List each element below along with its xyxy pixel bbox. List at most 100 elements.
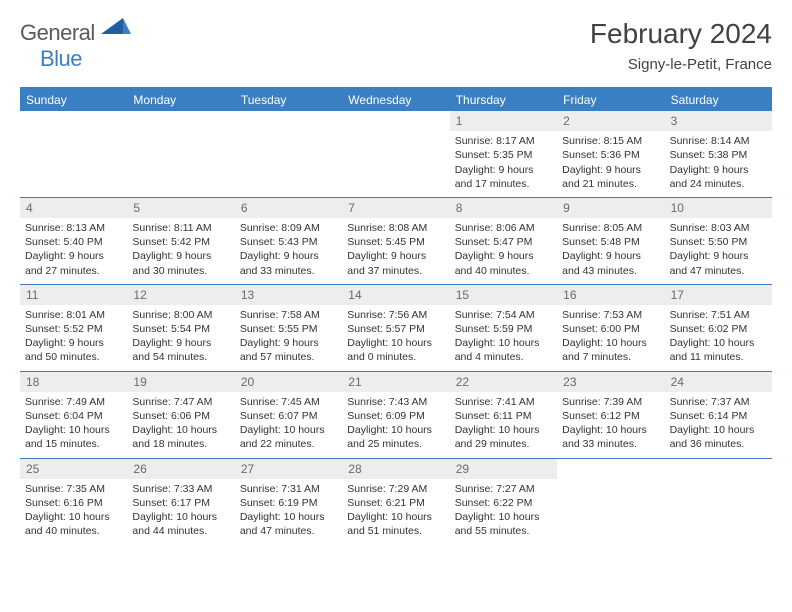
sunrise-line: Sunrise: 7:41 AM	[455, 395, 552, 409]
sunrise-line: Sunrise: 8:06 AM	[455, 221, 552, 235]
daylight-line: Daylight: 10 hours and 55 minutes.	[455, 510, 552, 538]
calendar-cell-empty	[557, 459, 664, 545]
sunrise-line: Sunrise: 7:27 AM	[455, 482, 552, 496]
day-number: 26	[127, 459, 234, 479]
calendar-cell-empty	[342, 111, 449, 197]
daylight-line: Daylight: 9 hours and 54 minutes.	[132, 336, 229, 364]
calendar-cell: 29Sunrise: 7:27 AMSunset: 6:22 PMDayligh…	[450, 459, 557, 545]
daylight-line: Daylight: 10 hours and 0 minutes.	[347, 336, 444, 364]
day-number: 28	[342, 459, 449, 479]
calendar-cell: 6Sunrise: 8:09 AMSunset: 5:43 PMDaylight…	[235, 198, 342, 284]
cell-body: Sunrise: 8:13 AMSunset: 5:40 PMDaylight:…	[20, 218, 127, 284]
cell-body: Sunrise: 8:06 AMSunset: 5:47 PMDaylight:…	[450, 218, 557, 284]
sunrise-line: Sunrise: 7:39 AM	[562, 395, 659, 409]
daylight-line: Daylight: 9 hours and 37 minutes.	[347, 249, 444, 277]
cell-body: Sunrise: 7:56 AMSunset: 5:57 PMDaylight:…	[342, 305, 449, 371]
logo-text-blue: Blue	[40, 46, 82, 71]
dayname-friday: Friday	[557, 89, 664, 111]
cell-body: Sunrise: 7:41 AMSunset: 6:11 PMDaylight:…	[450, 392, 557, 458]
sunrise-line: Sunrise: 7:47 AM	[132, 395, 229, 409]
daylight-line: Daylight: 9 hours and 27 minutes.	[25, 249, 122, 277]
cell-body: Sunrise: 7:27 AMSunset: 6:22 PMDaylight:…	[450, 479, 557, 545]
cell-body: Sunrise: 8:11 AMSunset: 5:42 PMDaylight:…	[127, 218, 234, 284]
calendar-cell: 14Sunrise: 7:56 AMSunset: 5:57 PMDayligh…	[342, 285, 449, 371]
day-number: 22	[450, 372, 557, 392]
daylight-line: Daylight: 10 hours and 18 minutes.	[132, 423, 229, 451]
sunrise-line: Sunrise: 7:37 AM	[670, 395, 767, 409]
day-number: 27	[235, 459, 342, 479]
sunset-line: Sunset: 5:57 PM	[347, 322, 444, 336]
day-number: 24	[665, 372, 772, 392]
cell-body: Sunrise: 8:15 AMSunset: 5:36 PMDaylight:…	[557, 131, 664, 197]
day-number: 11	[20, 285, 127, 305]
calendar-week: 25Sunrise: 7:35 AMSunset: 6:16 PMDayligh…	[20, 458, 772, 545]
logo-text-general: General	[20, 20, 95, 45]
cell-body: Sunrise: 8:08 AMSunset: 5:45 PMDaylight:…	[342, 218, 449, 284]
sunset-line: Sunset: 5:45 PM	[347, 235, 444, 249]
daylight-line: Daylight: 9 hours and 40 minutes.	[455, 249, 552, 277]
cell-body: Sunrise: 8:14 AMSunset: 5:38 PMDaylight:…	[665, 131, 772, 197]
dayname-saturday: Saturday	[665, 89, 772, 111]
calendar-cell: 17Sunrise: 7:51 AMSunset: 6:02 PMDayligh…	[665, 285, 772, 371]
sunset-line: Sunset: 6:02 PM	[670, 322, 767, 336]
page-header: General Blue February 2024 Signy-le-Peti…	[20, 18, 772, 73]
daylight-line: Daylight: 10 hours and 47 minutes.	[240, 510, 337, 538]
day-number: 18	[20, 372, 127, 392]
day-number: 1	[450, 111, 557, 131]
cell-body: Sunrise: 8:09 AMSunset: 5:43 PMDaylight:…	[235, 218, 342, 284]
sunrise-line: Sunrise: 7:35 AM	[25, 482, 122, 496]
calendar-cell: 24Sunrise: 7:37 AMSunset: 6:14 PMDayligh…	[665, 372, 772, 458]
daylight-line: Daylight: 10 hours and 29 minutes.	[455, 423, 552, 451]
sunset-line: Sunset: 6:12 PM	[562, 409, 659, 423]
sunset-line: Sunset: 5:36 PM	[562, 148, 659, 162]
sunset-line: Sunset: 5:54 PM	[132, 322, 229, 336]
day-number: 4	[20, 198, 127, 218]
calendar-week: 11Sunrise: 8:01 AMSunset: 5:52 PMDayligh…	[20, 284, 772, 371]
sunset-line: Sunset: 5:55 PM	[240, 322, 337, 336]
sunrise-line: Sunrise: 7:31 AM	[240, 482, 337, 496]
sunset-line: Sunset: 6:00 PM	[562, 322, 659, 336]
daylight-line: Daylight: 9 hours and 24 minutes.	[670, 163, 767, 191]
sunrise-line: Sunrise: 8:08 AM	[347, 221, 444, 235]
sunrise-line: Sunrise: 7:53 AM	[562, 308, 659, 322]
calendar-cell: 10Sunrise: 8:03 AMSunset: 5:50 PMDayligh…	[665, 198, 772, 284]
daylight-line: Daylight: 10 hours and 25 minutes.	[347, 423, 444, 451]
sunset-line: Sunset: 6:22 PM	[455, 496, 552, 510]
calendar-cell: 4Sunrise: 8:13 AMSunset: 5:40 PMDaylight…	[20, 198, 127, 284]
sunset-line: Sunset: 5:35 PM	[455, 148, 552, 162]
sunrise-line: Sunrise: 7:54 AM	[455, 308, 552, 322]
sunset-line: Sunset: 5:52 PM	[25, 322, 122, 336]
sunset-line: Sunset: 6:14 PM	[670, 409, 767, 423]
daylight-line: Daylight: 9 hours and 21 minutes.	[562, 163, 659, 191]
cell-body: Sunrise: 8:01 AMSunset: 5:52 PMDaylight:…	[20, 305, 127, 371]
sunset-line: Sunset: 6:17 PM	[132, 496, 229, 510]
sunset-line: Sunset: 6:16 PM	[25, 496, 122, 510]
calendar-cell: 21Sunrise: 7:43 AMSunset: 6:09 PMDayligh…	[342, 372, 449, 458]
day-number: 6	[235, 198, 342, 218]
calendar-week: 1Sunrise: 8:17 AMSunset: 5:35 PMDaylight…	[20, 111, 772, 197]
cell-body: Sunrise: 7:39 AMSunset: 6:12 PMDaylight:…	[557, 392, 664, 458]
sunset-line: Sunset: 6:04 PM	[25, 409, 122, 423]
cell-body: Sunrise: 7:51 AMSunset: 6:02 PMDaylight:…	[665, 305, 772, 371]
sunrise-line: Sunrise: 8:13 AM	[25, 221, 122, 235]
sunrise-line: Sunrise: 8:03 AM	[670, 221, 767, 235]
sunrise-line: Sunrise: 7:33 AM	[132, 482, 229, 496]
title-block: February 2024 Signy-le-Petit, France	[590, 18, 772, 73]
calendar-cell-empty	[20, 111, 127, 197]
calendar-cell: 8Sunrise: 8:06 AMSunset: 5:47 PMDaylight…	[450, 198, 557, 284]
daylight-line: Daylight: 10 hours and 51 minutes.	[347, 510, 444, 538]
calendar-week: 18Sunrise: 7:49 AMSunset: 6:04 PMDayligh…	[20, 371, 772, 458]
day-number: 9	[557, 198, 664, 218]
daylight-line: Daylight: 9 hours and 33 minutes.	[240, 249, 337, 277]
calendar-cell: 3Sunrise: 8:14 AMSunset: 5:38 PMDaylight…	[665, 111, 772, 197]
calendar-day-header: Sunday Monday Tuesday Wednesday Thursday…	[20, 89, 772, 111]
daylight-line: Daylight: 9 hours and 43 minutes.	[562, 249, 659, 277]
daylight-line: Daylight: 9 hours and 47 minutes.	[670, 249, 767, 277]
cell-body: Sunrise: 7:29 AMSunset: 6:21 PMDaylight:…	[342, 479, 449, 545]
sunset-line: Sunset: 5:59 PM	[455, 322, 552, 336]
day-number: 10	[665, 198, 772, 218]
daylight-line: Daylight: 10 hours and 22 minutes.	[240, 423, 337, 451]
cell-body: Sunrise: 7:43 AMSunset: 6:09 PMDaylight:…	[342, 392, 449, 458]
cell-body: Sunrise: 8:05 AMSunset: 5:48 PMDaylight:…	[557, 218, 664, 284]
calendar-cell: 19Sunrise: 7:47 AMSunset: 6:06 PMDayligh…	[127, 372, 234, 458]
